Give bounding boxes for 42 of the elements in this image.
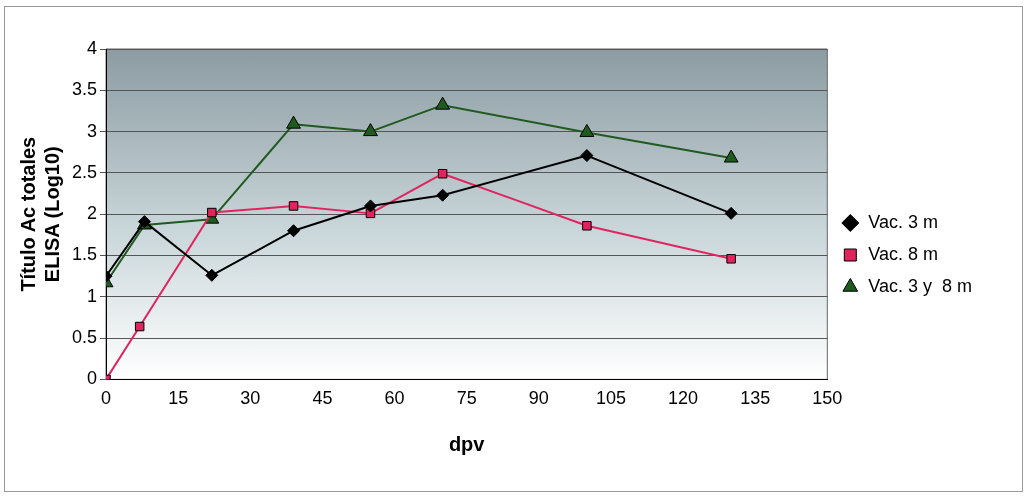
point [437, 168, 448, 179]
point [726, 254, 736, 264]
x-tick-label: 45 [312, 388, 333, 409]
point [207, 207, 217, 218]
x-tick-label: 75 [456, 388, 477, 409]
legend-label: Vac. 3 y 8 m [868, 275, 972, 296]
y-tick-label: 3.5 [71, 79, 98, 100]
y-tick-label: 0 [87, 368, 98, 389]
y-tick-label: 4 [87, 37, 98, 58]
point [436, 188, 450, 202]
y-tick-label: 3 [87, 120, 98, 141]
x-tick-label: 30 [240, 388, 261, 409]
y-tick-label: 2.5 [71, 161, 98, 182]
point [723, 149, 739, 163]
x-tick-label: 135 [740, 388, 771, 409]
x-tick-label: 15 [168, 388, 189, 409]
y-axis-title: Título Ac totales ELISA (Log10) [16, 136, 63, 292]
y-tick-label: 2 [87, 203, 98, 224]
point [435, 96, 451, 110]
y-tick-label: 1 [87, 285, 98, 306]
x-tick-label: 150 [812, 388, 843, 409]
x-tick-label: 60 [384, 388, 405, 409]
x-tick-label: 0 [101, 388, 112, 409]
x-tick-label: 105 [595, 388, 626, 409]
point [288, 201, 299, 211]
x-axis-title: dpv [448, 432, 486, 455]
point [363, 199, 377, 213]
point [205, 268, 219, 282]
point [579, 123, 595, 137]
x-tick-label: 120 [668, 388, 699, 409]
y-tick-label: 1.5 [71, 244, 98, 265]
y-tick-label: 0.5 [71, 327, 98, 348]
point [582, 221, 592, 231]
point [287, 224, 301, 238]
point [134, 321, 145, 332]
point [724, 206, 738, 220]
legend-label: Vac. 8 m [868, 243, 938, 264]
x-tick-label: 90 [528, 388, 549, 409]
legend-label: Vac. 3 m [868, 211, 938, 232]
point [286, 115, 301, 129]
point [363, 123, 378, 137]
point [580, 149, 594, 163]
